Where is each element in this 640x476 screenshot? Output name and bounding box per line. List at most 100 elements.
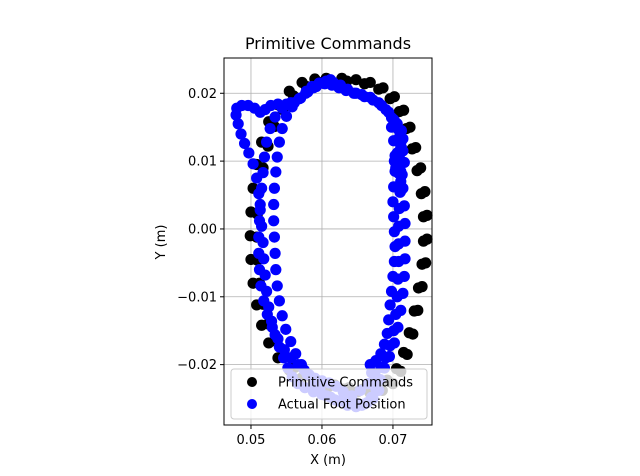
data-point (295, 359, 307, 371)
data-point (263, 301, 275, 313)
data-point (238, 137, 251, 150)
legend-box (230, 368, 428, 420)
x-tick-label: 0.05 (236, 433, 265, 448)
data-point (268, 231, 281, 243)
data-point (286, 101, 298, 113)
data-point (270, 264, 282, 276)
data-point (356, 89, 368, 101)
data-point (384, 340, 396, 352)
data-point (269, 111, 281, 123)
data-point (302, 86, 314, 98)
data-point (264, 122, 276, 135)
data-point (235, 128, 247, 140)
y-tick-label: 0.01 (188, 155, 217, 170)
data-point (260, 285, 273, 297)
data-point (394, 186, 406, 198)
data-point (271, 280, 283, 292)
legend: Primitive Commands Actual Foot Position (230, 368, 428, 420)
data-point (268, 198, 280, 211)
series-1 (230, 74, 411, 413)
data-point (268, 215, 280, 227)
data-point (416, 258, 428, 270)
data-point (373, 97, 385, 109)
legend-label-actual-foot-position: Actual Foot Position (278, 398, 406, 413)
data-point (265, 315, 278, 327)
data-point (269, 329, 281, 341)
data-point (393, 220, 405, 232)
data-point (257, 236, 269, 249)
plot-frame (223, 57, 433, 426)
data-point (408, 305, 420, 317)
data-point (393, 131, 405, 143)
y-tick-label: 0.00 (188, 222, 217, 237)
data-point (270, 166, 282, 178)
data-point (268, 182, 281, 194)
data-point (398, 156, 410, 169)
data-point (251, 172, 263, 184)
data-point (388, 325, 400, 337)
data-point (253, 188, 265, 200)
data-point (254, 204, 266, 216)
chart-title: Primitive Commands (245, 34, 411, 53)
data-point (280, 323, 292, 335)
data-point (388, 211, 400, 223)
data-point (373, 83, 385, 95)
x-tick-label: 0.06 (307, 433, 336, 448)
legend-marker-primitive-commands (247, 377, 257, 387)
data-point (398, 346, 410, 359)
data-point (271, 151, 283, 163)
data-point (276, 310, 288, 322)
data-point (384, 93, 396, 105)
data-point (385, 112, 398, 124)
data-point (258, 253, 270, 265)
y-tick-label: −0.02 (177, 358, 217, 373)
data-point (390, 121, 402, 133)
data-point (411, 165, 423, 177)
data-point (310, 80, 322, 93)
data-point (403, 327, 415, 339)
data-point (384, 299, 396, 311)
data-point (272, 98, 284, 110)
data-point (406, 143, 418, 155)
legend-marker-actual-foot-position (247, 399, 257, 409)
data-point (280, 110, 293, 122)
data-point (390, 308, 402, 321)
data-point (269, 247, 281, 259)
y-tick-label: 0.02 (188, 87, 217, 102)
axis-ticks: 0.05 0.06 0.07 −0.02 −0.01 0.00 0.01 0.02 (177, 87, 407, 448)
data-point (391, 291, 403, 303)
data-point (293, 93, 305, 105)
data-point (243, 147, 255, 159)
data-point (290, 348, 302, 360)
data-point (412, 282, 425, 294)
data-point (273, 341, 285, 353)
data-point (278, 352, 290, 364)
legend-label-primitive-commands: Primitive Commands (278, 376, 413, 391)
data-point (364, 91, 376, 103)
data-point (273, 136, 285, 148)
data-point (232, 118, 244, 130)
data-point (256, 220, 268, 232)
data-point (417, 211, 430, 223)
y-axis-label: Y (m) (154, 225, 169, 261)
data-point (393, 255, 405, 268)
data-point (350, 74, 362, 86)
data-point (393, 202, 405, 215)
data-point (395, 175, 407, 188)
x-tick-label: 0.07 (378, 433, 407, 448)
data-point (259, 269, 271, 281)
plot-series (230, 72, 433, 413)
x-axis-label: X (m) (310, 453, 346, 468)
data-point (415, 188, 427, 200)
data-point (392, 273, 404, 285)
data-point (358, 78, 371, 90)
data-point (260, 136, 273, 148)
data-point (276, 122, 288, 135)
data-point (380, 352, 392, 364)
data-point (393, 105, 405, 118)
data-point (258, 151, 271, 163)
y-tick-label: −0.01 (177, 290, 217, 305)
data-point (380, 103, 392, 116)
data-point (285, 335, 297, 348)
